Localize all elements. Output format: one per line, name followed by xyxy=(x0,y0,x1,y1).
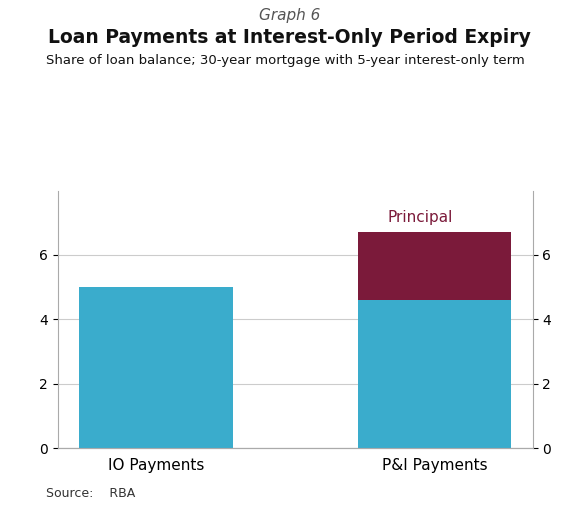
Bar xyxy=(358,300,511,448)
Text: Share of loan balance; 30-year mortgage with 5-year interest-only term: Share of loan balance; 30-year mortgage … xyxy=(46,54,525,67)
Text: Principal: Principal xyxy=(388,211,453,226)
Bar xyxy=(79,287,233,448)
Text: Loan Payments at Interest-Only Period Expiry: Loan Payments at Interest-Only Period Ex… xyxy=(48,28,531,47)
Text: Interest: Interest xyxy=(170,312,229,327)
Text: Graph 6: Graph 6 xyxy=(259,8,320,23)
Bar xyxy=(358,232,511,300)
Text: Source:    RBA: Source: RBA xyxy=(46,487,135,500)
